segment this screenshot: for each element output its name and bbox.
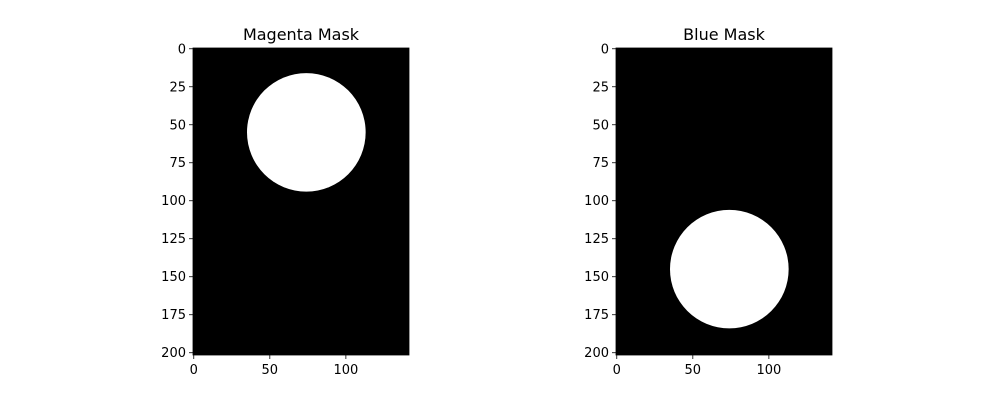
magenta-mask-xtick-label-0: 0 xyxy=(190,363,198,378)
blue-mask-panel: Blue Mask 0 25 50 75 100 125 150 175 200 0 50 100 xyxy=(584,25,833,378)
magenta-mask-title: Magenta Mask xyxy=(243,25,360,44)
magenta-mask-ytick-label-0: 0 xyxy=(178,42,186,57)
magenta-mask-ytick-label-200: 200 xyxy=(161,346,186,361)
blue-mask-ytick-label-75: 75 xyxy=(592,156,609,171)
magenta-mask-mask-circle xyxy=(247,73,366,192)
blue-mask-xtick-label-50: 50 xyxy=(685,363,702,378)
magenta-mask-ytick-label-125: 125 xyxy=(161,232,186,247)
blue-mask-ytick-label-200: 200 xyxy=(584,346,609,361)
blue-mask-mask-circle xyxy=(670,209,789,329)
blue-mask-ytick-label-175: 175 xyxy=(584,308,609,323)
magenta-mask-ytick-label-75: 75 xyxy=(169,156,186,171)
blue-mask-title: Blue Mask xyxy=(683,25,765,44)
blue-mask-ytick-label-50: 50 xyxy=(592,118,609,133)
magenta-mask-xtick-label-100: 100 xyxy=(333,363,358,378)
blue-mask-ytick-label-125: 125 xyxy=(584,232,609,247)
magenta-mask-xtick-label-50: 50 xyxy=(262,363,279,378)
blue-mask-xtick-label-0: 0 xyxy=(613,363,621,378)
blue-mask-ytick-label-100: 100 xyxy=(584,194,609,209)
magenta-mask-ytick-label-175: 175 xyxy=(161,308,186,323)
magenta-mask-ytick-label-100: 100 xyxy=(161,194,186,209)
blue-mask-axes-frame xyxy=(615,47,833,356)
blue-mask-ytick-label-0: 0 xyxy=(601,42,609,57)
magenta-mask-axes-frame xyxy=(192,47,410,356)
magenta-mask-ytick-label-150: 150 xyxy=(161,270,186,285)
magenta-mask-panel: Magenta Mask 0 25 50 75 100 125 150 175 200 0 50 100 xyxy=(161,25,410,378)
magenta-mask-ytick-label-25: 25 xyxy=(169,80,186,95)
magenta-mask-ytick-label-50: 50 xyxy=(169,118,186,133)
blue-mask-ytick-label-150: 150 xyxy=(584,270,609,285)
blue-mask-xtick-label-100: 100 xyxy=(756,363,781,378)
blue-mask-ytick-label-25: 25 xyxy=(592,80,609,95)
